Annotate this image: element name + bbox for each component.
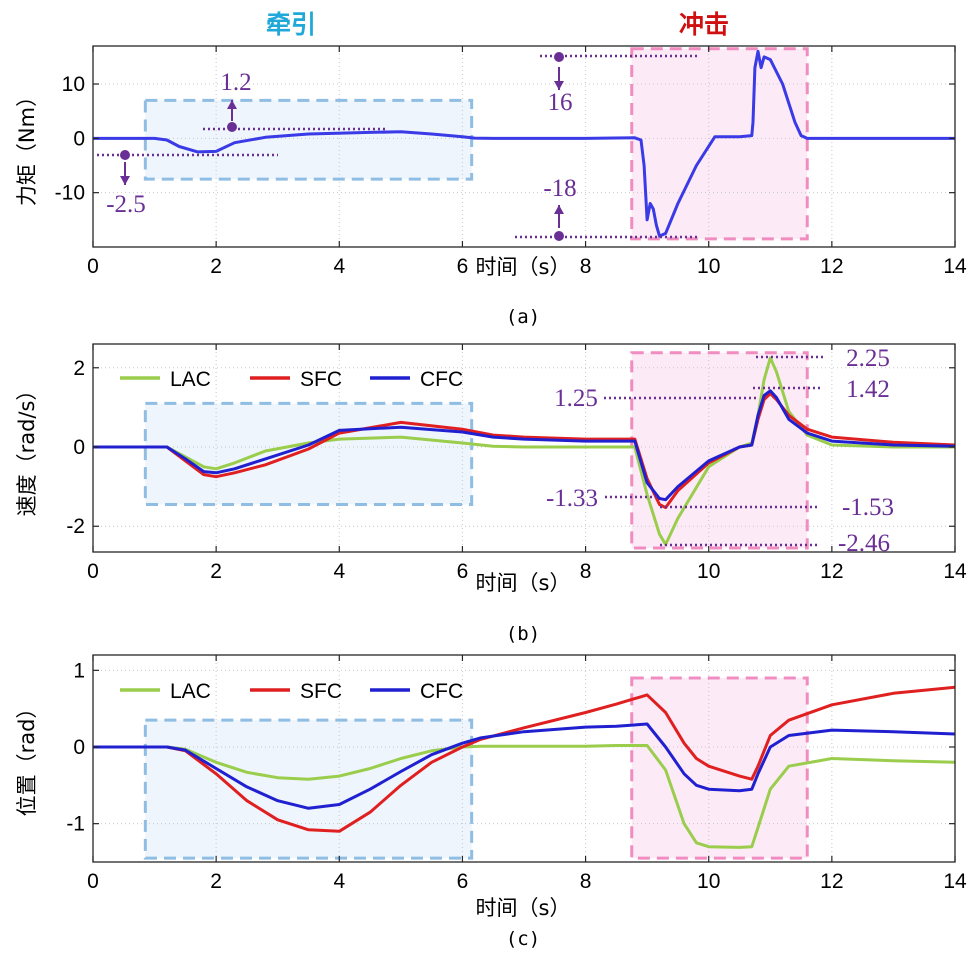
annotation-dot [554,231,564,241]
legend-label-sfc: SFC [300,368,342,391]
subplot-c: 0 2 4 6 8 10 12 14 -1 0 1 时间（s） 位置（rad） (c) LAC SFC CFC [15,654,967,950]
y-tick-label: -10 [55,182,85,205]
impact-region-box [630,351,809,550]
y-tick-label: 0 [73,436,85,459]
x-tick-label: 14 [943,870,967,893]
annotation-label: -2.5 [106,191,146,218]
x-tick-label: 10 [697,870,720,893]
subplot-label: (b) [506,623,540,645]
y-tick-label: 0 [73,127,85,150]
traction-phase-title: 牵引 [266,10,316,39]
x-tick-label: 6 [457,560,469,583]
impact-phase-title: 冲击 [679,10,729,39]
series-line-cfc [93,389,956,502]
x-tick-label: 8 [580,870,592,893]
y-axis-label: 速度（rad/s） [15,380,39,517]
x-tick-label: 2 [210,870,222,893]
annotation-arrowhead [227,100,237,109]
x-tick-label: 8 [580,255,592,278]
legend-label-lac: LAC [170,368,211,391]
axes-frame [92,654,956,863]
annotation-arrowhead [120,176,130,185]
x-tick-label: 10 [697,560,720,583]
x-tick-label: 10 [697,255,720,278]
annotation-label: 2.25 [846,345,890,372]
annotation-arrowhead [554,205,564,214]
series-line-lac [93,744,956,849]
y-tick-label: -1 [66,813,85,836]
y-tick-label: 1 [73,659,85,682]
traction-region-fill [145,100,472,180]
annotation-label: -2.46 [838,530,890,557]
axes-frame [92,45,956,248]
x-axis-label: 时间（s） [476,571,571,595]
impact-region-fill [631,48,808,239]
annotation-dot [554,52,564,62]
x-tick-label: 2 [210,560,222,583]
x-tick-label: 4 [333,560,345,583]
y-tick-label: -2 [66,515,85,538]
x-tick-label: 12 [820,255,843,278]
subplot-label: (c) [506,928,540,950]
legend-label-cfc: CFC [420,368,463,391]
x-tick-label: 8 [580,560,592,583]
traction-region-fill [145,720,472,859]
series-line-sfc [93,685,956,833]
subplot-a: 0 2 4 6 8 10 12 14 -10 0 10 时间（s） 力矩（Nm） (a) 1.2 -2.5 16… [15,45,967,328]
x-tick-label: 0 [87,870,99,893]
y-axis-label: 力矩（Nm） [15,86,39,206]
x-tick-label: 0 [87,255,99,278]
annotation-dot [227,122,237,132]
annotation-label: 16 [548,89,573,116]
x-tick-label: 12 [820,870,843,893]
x-tick-label: 14 [943,255,967,278]
x-tick-label: 12 [820,560,843,583]
x-axis-label: 时间（s） [476,896,571,920]
impact-region-fill [631,352,808,549]
annotation-dot [120,150,130,160]
x-tick-label: 0 [87,560,99,583]
legend-label-cfc: CFC [420,680,463,703]
series-line-lac [93,356,955,546]
subplot-label: (a) [506,306,540,328]
x-tick-label: 4 [333,870,345,893]
annotation-label: -1.53 [842,494,894,521]
x-tick-label: 6 [457,255,469,278]
x-tick-label: 2 [210,255,222,278]
y-tick-label: 10 [62,73,85,96]
axes-frame [92,343,956,553]
annotation-arrowhead [554,81,564,90]
y-tick-label: 2 [73,357,85,380]
x-axis-label: 时间（s） [476,255,571,279]
series-line-torque [93,49,955,238]
x-tick-label: 6 [457,870,469,893]
annotation-label: -18 [543,175,576,202]
y-axis-label: 位置（rad） [15,698,39,817]
traction-region-box [143,401,474,506]
annotation-label: -1.33 [546,485,598,512]
annotation-label: 1.2 [220,69,251,96]
traction-region-fill [145,403,472,505]
impact-region-box [630,47,809,241]
x-tick-label: 4 [333,255,345,278]
legend-label-lac: LAC [170,680,211,703]
impact-region-box [630,676,809,860]
legend-label-sfc: SFC [300,680,342,703]
annotation-label: 1.25 [554,385,598,412]
traction-region-box [143,718,474,860]
x-tick-label: 14 [943,560,967,583]
y-tick-label: 0 [73,736,85,759]
annotation-label: 1.42 [846,376,890,403]
series-line-cfc [93,722,956,810]
